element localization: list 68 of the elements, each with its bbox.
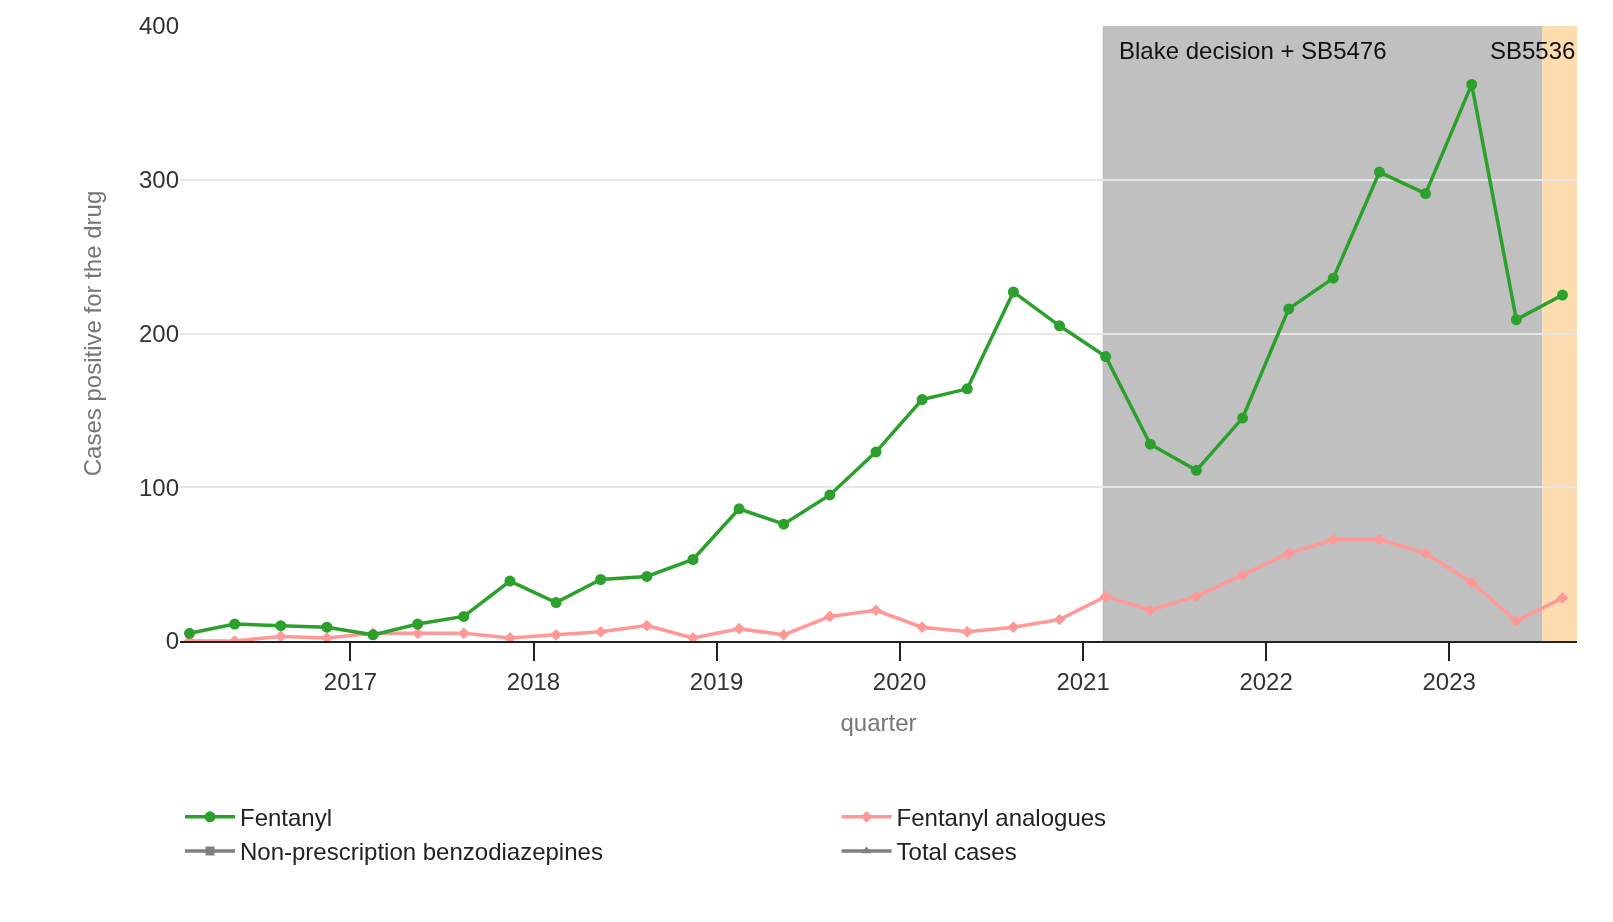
point — [870, 604, 882, 617]
legend-label: Fentanyl — [240, 804, 333, 832]
legend-label: Fentanyl analogues — [896, 804, 1107, 832]
point — [1466, 78, 1478, 90]
point — [504, 632, 516, 641]
point — [1510, 314, 1522, 326]
point — [458, 610, 470, 622]
point — [1100, 351, 1112, 363]
point — [824, 610, 836, 623]
point — [229, 618, 241, 630]
band-label: SB5536 — [1490, 37, 1576, 64]
band-label: Blake decision + SB5476 — [1119, 37, 1387, 64]
x-tick-label: 2023 — [1422, 667, 1476, 695]
point — [870, 446, 882, 458]
point — [1144, 438, 1156, 450]
x-tick-label: 2021 — [1056, 667, 1110, 695]
y-axis-title: Cases positive for the drug — [79, 190, 107, 477]
x-axis-title: quarter — [840, 708, 917, 736]
point — [595, 574, 607, 585]
point — [1054, 320, 1066, 332]
y-tick-label: 0 — [165, 627, 179, 655]
legend-label: Total cases — [896, 838, 1017, 866]
point — [1465, 576, 1478, 589]
x-tick-label: 2018 — [506, 667, 561, 695]
point — [504, 575, 516, 587]
point — [1510, 615, 1523, 627]
y-tick-label: 100 — [138, 473, 179, 501]
point — [1007, 286, 1019, 298]
point — [1237, 412, 1249, 424]
point — [1053, 613, 1066, 626]
x-tick-label: 2020 — [872, 667, 927, 695]
x-tick-label: 2022 — [1239, 667, 1293, 695]
point — [1283, 303, 1295, 315]
point — [321, 621, 333, 633]
point — [1144, 604, 1157, 617]
legend-label: Non-prescription benzodiazepines — [240, 838, 603, 866]
point — [321, 632, 333, 641]
point — [1099, 590, 1112, 603]
point — [1373, 166, 1385, 178]
point — [1556, 289, 1568, 301]
point — [1556, 592, 1569, 604]
point — [412, 618, 424, 630]
point — [778, 518, 790, 530]
point — [733, 503, 745, 515]
point — [916, 621, 928, 634]
point — [733, 622, 745, 635]
point — [275, 620, 287, 632]
point — [1420, 188, 1432, 200]
x-tick-label: 2017 — [323, 667, 378, 695]
y-tick-label: 300 — [138, 166, 179, 194]
point — [824, 489, 836, 501]
point — [1327, 272, 1339, 284]
point — [1282, 547, 1295, 560]
point — [1190, 590, 1203, 603]
point — [961, 383, 973, 395]
point — [550, 629, 562, 641]
point — [641, 570, 653, 582]
point — [1190, 464, 1202, 476]
point — [916, 394, 928, 406]
point — [687, 632, 699, 641]
point — [184, 627, 196, 639]
point — [1236, 569, 1249, 581]
x-tick-label: 2019 — [689, 667, 744, 695]
point — [1419, 547, 1432, 560]
y-tick-label: 400 — [138, 12, 179, 40]
point — [687, 554, 699, 566]
y-tick-label: 200 — [138, 319, 179, 347]
point — [550, 597, 562, 609]
